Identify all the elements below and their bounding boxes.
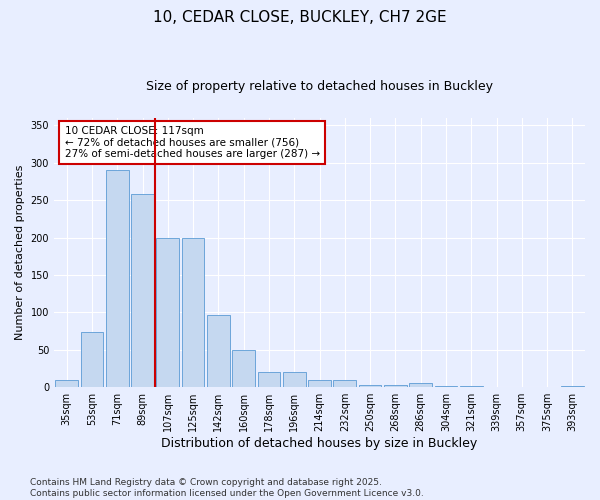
Text: 10, CEDAR CLOSE, BUCKLEY, CH7 2GE: 10, CEDAR CLOSE, BUCKLEY, CH7 2GE — [153, 10, 447, 25]
Bar — [334, 380, 356, 387]
Bar — [308, 380, 331, 387]
Bar — [55, 380, 78, 387]
Bar — [157, 238, 179, 387]
X-axis label: Distribution of detached houses by size in Buckley: Distribution of detached houses by size … — [161, 437, 478, 450]
Bar — [106, 170, 128, 387]
Bar — [182, 238, 205, 387]
Text: 10 CEDAR CLOSE: 117sqm
← 72% of detached houses are smaller (756)
27% of semi-de: 10 CEDAR CLOSE: 117sqm ← 72% of detached… — [65, 126, 320, 159]
Title: Size of property relative to detached houses in Buckley: Size of property relative to detached ho… — [146, 80, 493, 93]
Bar — [283, 372, 305, 387]
Bar — [80, 332, 103, 387]
Bar — [561, 386, 584, 387]
Y-axis label: Number of detached properties: Number of detached properties — [15, 165, 25, 340]
Bar — [434, 386, 457, 387]
Text: Contains HM Land Registry data © Crown copyright and database right 2025.
Contai: Contains HM Land Registry data © Crown c… — [30, 478, 424, 498]
Bar — [384, 385, 407, 387]
Bar — [460, 386, 482, 387]
Bar — [232, 350, 255, 387]
Bar — [257, 372, 280, 387]
Bar — [131, 194, 154, 387]
Bar — [409, 384, 432, 387]
Bar — [359, 385, 382, 387]
Bar — [207, 316, 230, 387]
